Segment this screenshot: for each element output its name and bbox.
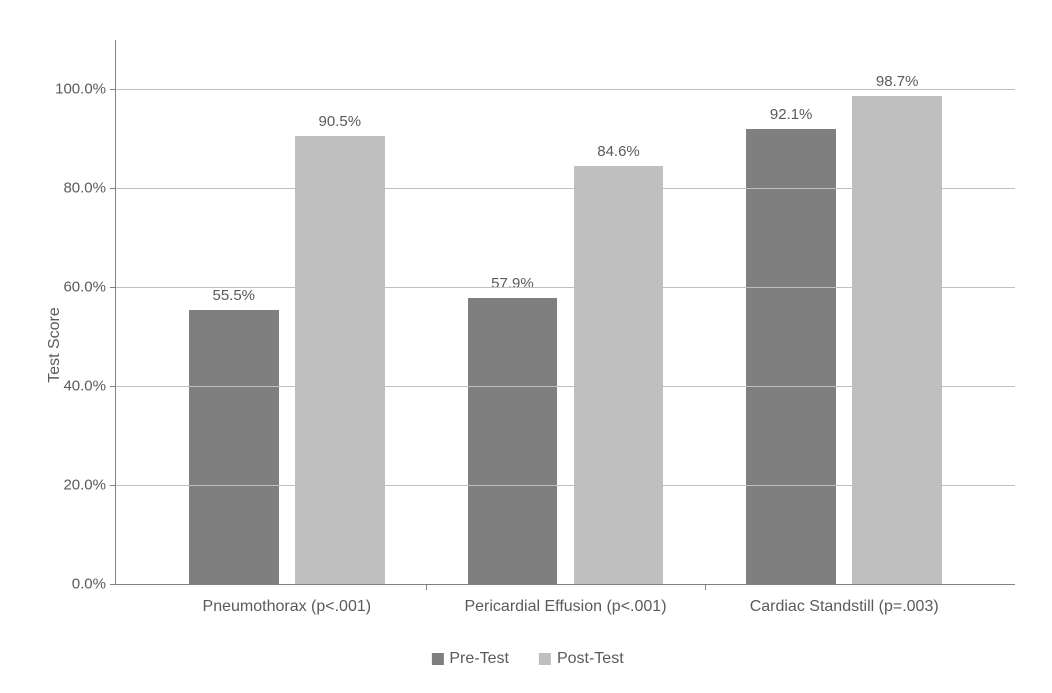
y-tick-mark: [110, 287, 116, 288]
gridline: [116, 89, 1015, 90]
bar: 55.5%: [189, 310, 279, 584]
y-tick-label: 80.0%: [63, 180, 106, 197]
legend-swatch: [539, 653, 551, 665]
bar: 98.7%: [852, 96, 942, 584]
x-category-label: Cardiac Standstill (p=.003): [750, 598, 939, 616]
y-tick-mark: [110, 386, 116, 387]
bar: 57.9%: [468, 298, 558, 584]
gridline: [116, 287, 1015, 288]
bar: 90.5%: [295, 136, 385, 584]
bar-value-label: 55.5%: [212, 287, 255, 304]
legend-item: Pre-Test: [431, 650, 509, 668]
plot-area: 55.5%90.5%57.9%84.6%92.1%98.7% 0.0%20.0%…: [115, 40, 1015, 585]
legend-text: Post-Test: [557, 650, 624, 668]
y-tick-mark: [110, 188, 116, 189]
y-tick-label: 60.0%: [63, 279, 106, 296]
x-tick-mark: [705, 584, 706, 590]
bar-value-label: 92.1%: [770, 106, 813, 123]
legend-text: Pre-Test: [449, 650, 509, 668]
bar-value-label: 90.5%: [319, 113, 362, 130]
legend-item: Post-Test: [539, 650, 624, 668]
gridline: [116, 485, 1015, 486]
x-tick-mark: [426, 584, 427, 590]
bar-value-label: 84.6%: [597, 143, 640, 160]
y-tick-mark: [110, 485, 116, 486]
bar: 84.6%: [574, 166, 664, 584]
y-tick-label: 100.0%: [55, 81, 106, 98]
legend: Pre-Test Post-Test: [431, 650, 623, 668]
bars-container: 55.5%90.5%57.9%84.6%92.1%98.7%: [116, 40, 1015, 584]
y-tick-label: 0.0%: [72, 576, 106, 593]
y-axis-label: Test Score: [46, 307, 64, 383]
bar: 92.1%: [746, 129, 836, 584]
y-tick-label: 20.0%: [63, 477, 106, 494]
chart-container: Test Score 55.5%90.5%57.9%84.6%92.1%98.7…: [25, 20, 1030, 670]
legend-swatch: [431, 653, 443, 665]
bar-value-label: 98.7%: [876, 73, 919, 90]
gridline: [116, 188, 1015, 189]
y-tick-mark: [110, 584, 116, 585]
gridline: [116, 386, 1015, 387]
bar-value-label: 57.9%: [491, 275, 534, 292]
x-category-label: Pneumothorax (p<.001): [203, 598, 372, 616]
x-category-label: Pericardial Effusion (p<.001): [464, 598, 666, 616]
y-tick-label: 40.0%: [63, 378, 106, 395]
y-tick-mark: [110, 89, 116, 90]
